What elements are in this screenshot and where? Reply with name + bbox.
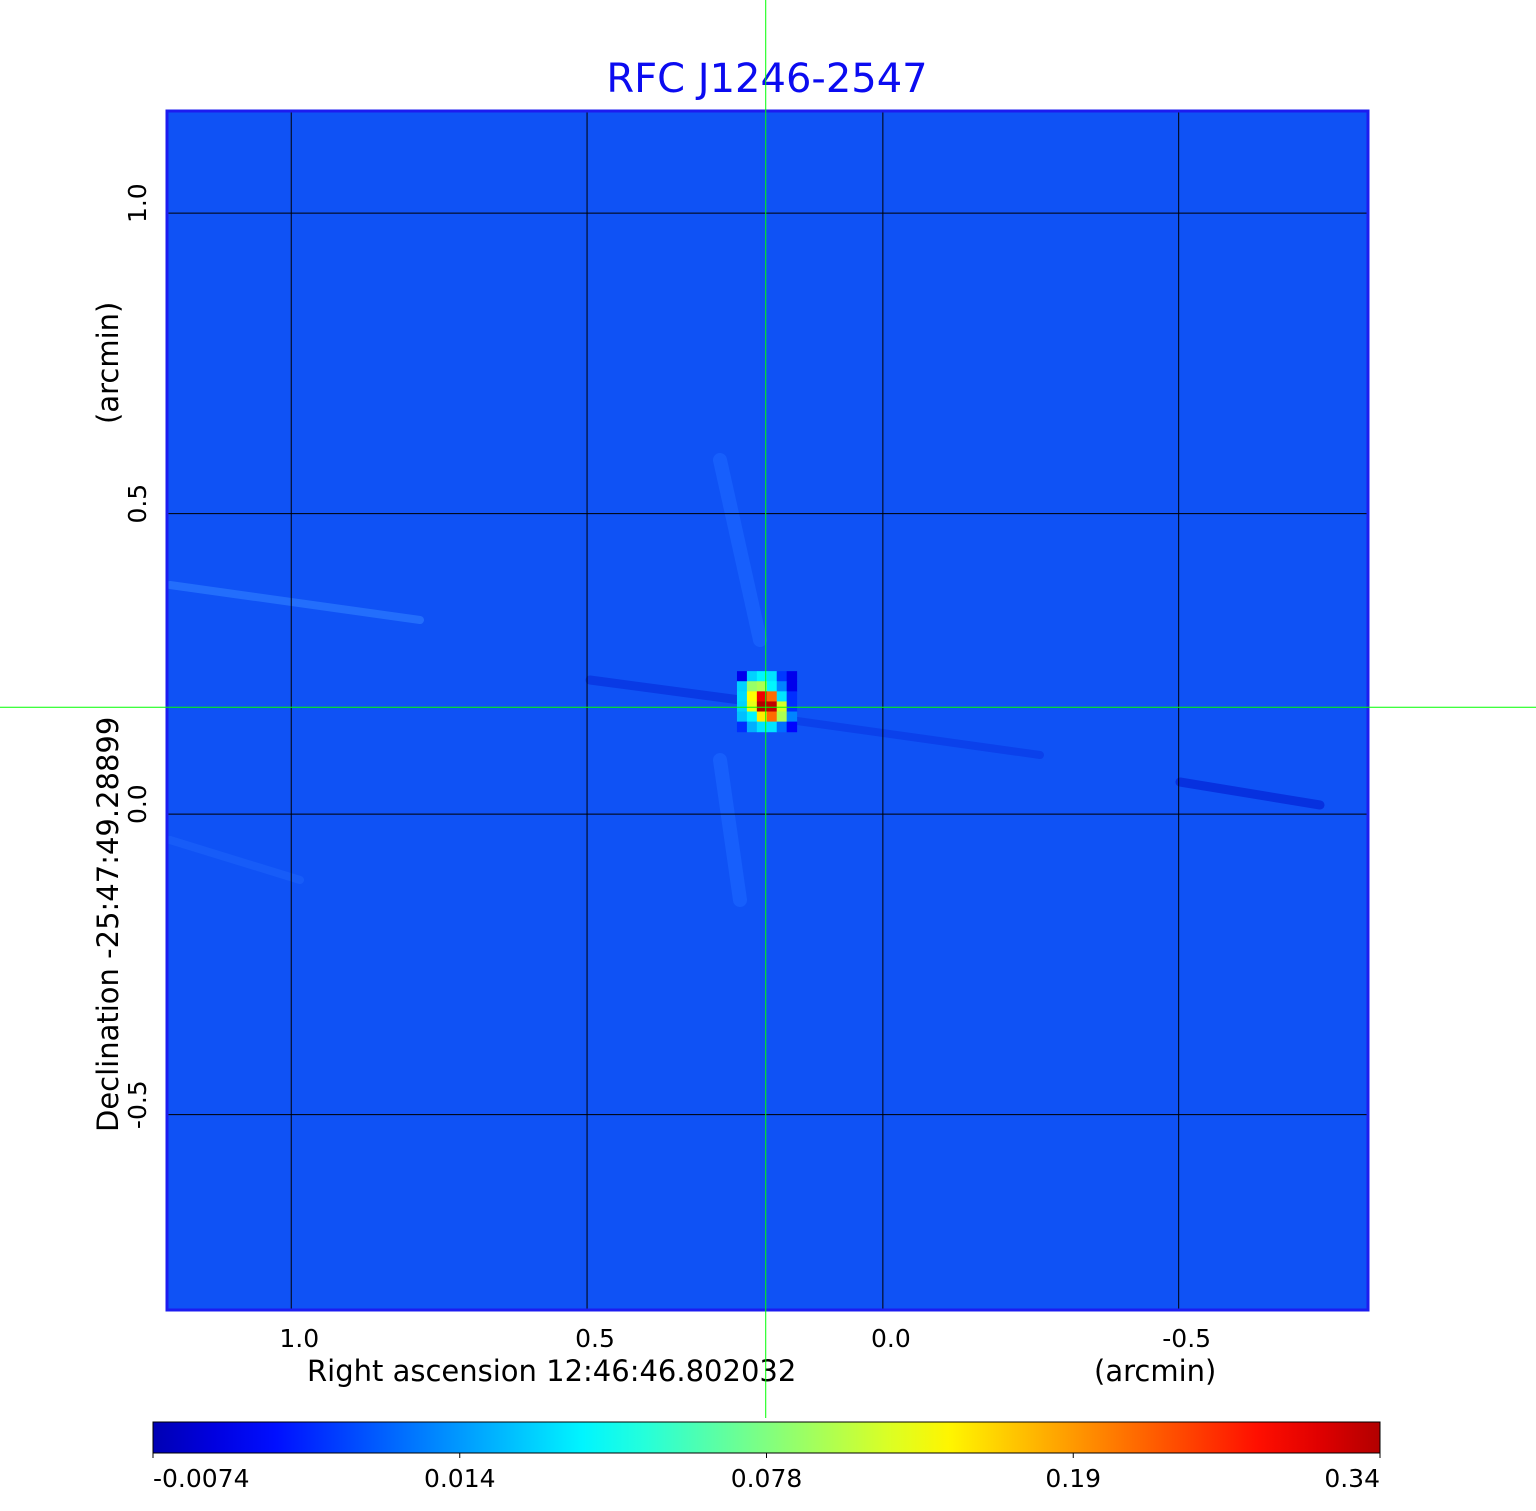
image-pixel bbox=[736, 721, 748, 733]
image-pixel bbox=[776, 691, 788, 702]
image-pixel bbox=[756, 671, 768, 682]
colorbar bbox=[152, 1421, 1381, 1454]
colorbar-tick-label: 0.078 bbox=[731, 1464, 803, 1493]
y-tick-label: 0.0 bbox=[123, 784, 152, 824]
colorbar-tick-label: 0.014 bbox=[424, 1464, 496, 1493]
image-pixel bbox=[766, 671, 778, 682]
x-axis-unit: (arcmin) bbox=[1094, 1354, 1216, 1388]
plot-frame bbox=[165, 109, 1370, 1312]
image-pixel bbox=[786, 671, 798, 682]
image-pixel bbox=[746, 721, 758, 733]
image-plot-area bbox=[165, 109, 1370, 1312]
y-axis-unit: (arcmin) bbox=[91, 302, 125, 424]
image-pixel bbox=[776, 671, 788, 682]
y-tick-label: -0.5 bbox=[123, 1080, 152, 1129]
y-tick-labels: 1.0 0.5 0.0 -0.5 bbox=[123, 183, 152, 1129]
streak bbox=[713, 753, 747, 907]
x-tick-labels: 1.0 0.5 0.0 -0.5 bbox=[279, 1324, 1211, 1353]
image-pixel bbox=[786, 691, 798, 702]
image-pixel bbox=[746, 681, 758, 692]
image-pixel bbox=[736, 691, 748, 702]
colorbar-tick-label: 0.19 bbox=[1045, 1464, 1101, 1493]
image-pixel bbox=[756, 721, 768, 733]
image-pixel bbox=[766, 721, 778, 733]
streak bbox=[585, 675, 745, 705]
source-peak-cells bbox=[736, 671, 798, 733]
crosshair bbox=[0, 0, 1536, 1418]
image-pixel bbox=[776, 711, 788, 723]
image-pixel bbox=[786, 721, 798, 733]
streak bbox=[713, 453, 767, 647]
y-axis-label: Declination -25:47:49.28899 bbox=[91, 717, 125, 1132]
image-pixel bbox=[756, 691, 768, 702]
streak bbox=[166, 836, 304, 884]
colorbar-tick-label: 0.34 bbox=[1324, 1464, 1380, 1493]
image-pixel bbox=[786, 711, 798, 723]
sidelobe-streaks bbox=[166, 453, 1325, 907]
image-pixel bbox=[776, 721, 788, 733]
image-pixel bbox=[766, 691, 778, 702]
grid-lines bbox=[167, 111, 1368, 1310]
x-axis-label: Right ascension 12:46:46.802032 bbox=[307, 1354, 796, 1388]
streak bbox=[166, 581, 424, 624]
image-pixel bbox=[756, 681, 768, 692]
image-pixel bbox=[786, 681, 798, 692]
image-pixel bbox=[746, 671, 758, 682]
colorbar-tick-label: -0.0074 bbox=[153, 1464, 250, 1493]
image-pixel bbox=[736, 711, 748, 723]
x-tick-label: 1.0 bbox=[279, 1324, 319, 1353]
streak bbox=[786, 716, 1044, 759]
streak bbox=[1175, 777, 1325, 810]
x-tick-label: -0.5 bbox=[1162, 1324, 1211, 1353]
colorbar-ticks: -0.0074 0.014 0.078 0.19 0.34 bbox=[152, 1453, 1381, 1493]
x-tick-label: 0.5 bbox=[575, 1324, 615, 1353]
y-tick-label: 0.5 bbox=[123, 484, 152, 524]
image-pixel bbox=[746, 691, 758, 702]
x-tick-label: 0.0 bbox=[871, 1324, 911, 1353]
image-pixel bbox=[736, 681, 748, 692]
y-tick-label: 1.0 bbox=[123, 183, 152, 223]
image-pixel bbox=[756, 711, 768, 723]
image-pixel bbox=[746, 711, 758, 723]
chart-title: RFC J1246-2547 bbox=[606, 56, 927, 102]
image-pixel bbox=[736, 671, 748, 682]
image-pixel bbox=[766, 711, 778, 723]
image-pixel bbox=[776, 681, 788, 692]
image-pixel bbox=[766, 681, 778, 692]
